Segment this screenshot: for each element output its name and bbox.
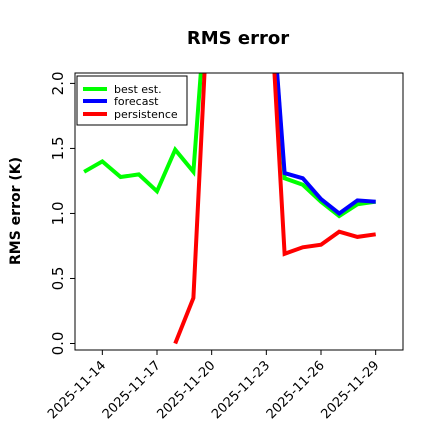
y-tick-label: 0.0	[49, 332, 67, 356]
y-tick-label: 1.5	[49, 136, 67, 160]
y-tick-label: 2.0	[49, 71, 67, 95]
y-axis-label: RMS error (K)	[8, 157, 24, 265]
series-line-forecast-1	[275, 73, 376, 217]
series-line-persistence-1	[173, 73, 207, 345]
legend-label-forecast: forecast	[114, 95, 159, 108]
y-tick-label: 0.5	[49, 267, 67, 291]
legend-label-persistence: persistence	[114, 108, 178, 121]
series-line-best-est-1	[83, 73, 203, 195]
series-layer	[83, 73, 376, 345]
legend: best est. forecast persistence	[76, 75, 188, 126]
x-axis: 2025-11-142025-11-172025-11-202025-11-23…	[45, 350, 382, 422]
x-tick-label: 2025-11-29	[318, 358, 382, 422]
chart-title: RMS error	[187, 28, 289, 49]
plot-frame	[74, 72, 404, 351]
y-axis: 0.0 0.5 1.0 1.5 2.0	[49, 71, 75, 355]
legend-label-best-est: best est.	[114, 83, 162, 96]
y-tick-label: 1.0	[49, 202, 67, 226]
series-line-best-est-2	[274, 73, 376, 219]
series-line-persistence-2	[272, 73, 376, 257]
